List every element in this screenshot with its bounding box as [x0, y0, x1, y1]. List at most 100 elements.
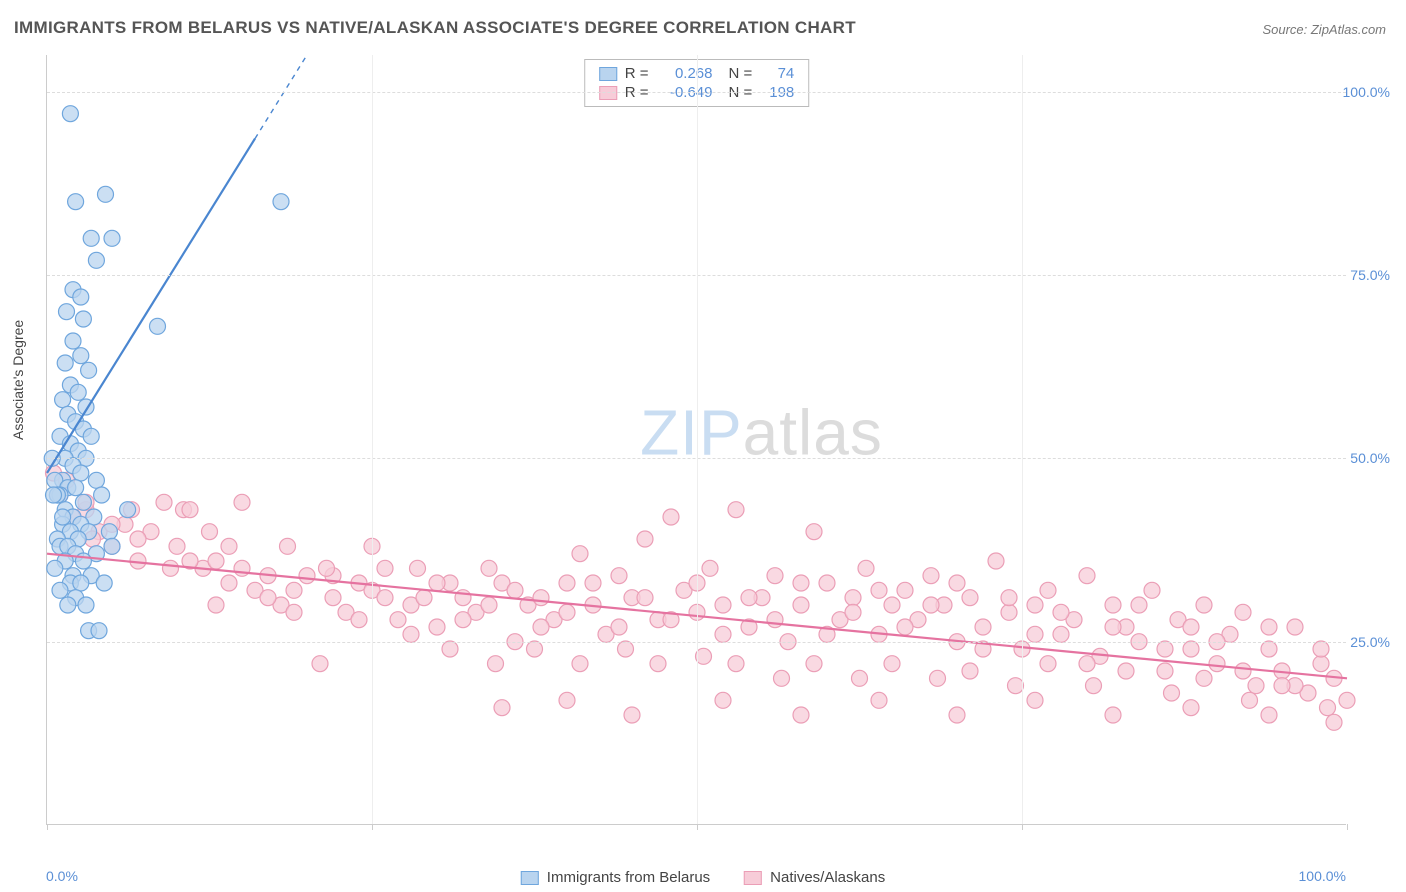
y-axis-label: Associate's Degree [10, 320, 26, 440]
scatter-point [715, 692, 731, 708]
scatter-point [325, 590, 341, 606]
scatter-point [163, 560, 179, 576]
scatter-point [55, 509, 71, 525]
scatter-point [637, 590, 653, 606]
scatter-point [618, 641, 634, 657]
scatter-point [533, 590, 549, 606]
scatter-point [1235, 604, 1251, 620]
scatter-point [715, 597, 731, 613]
scatter-point [819, 575, 835, 591]
scatter-point [156, 494, 172, 510]
y-tick-label: 25.0% [1350, 634, 1390, 650]
scatter-point [858, 560, 874, 576]
scatter-point [442, 641, 458, 657]
scatter-point [299, 568, 315, 584]
scatter-point [1157, 663, 1173, 679]
scatter-point [410, 560, 426, 576]
scatter-point [351, 612, 367, 628]
scatter-point [280, 538, 296, 554]
scatter-point [611, 568, 627, 584]
scatter-point [975, 619, 991, 635]
source-attribution: Source: ZipAtlas.com [1262, 22, 1386, 37]
scatter-point [663, 509, 679, 525]
scatter-point [319, 560, 335, 576]
scatter-point [1001, 604, 1017, 620]
scatter-point [1209, 656, 1225, 672]
scatter-point [52, 582, 68, 598]
scatter-point [1027, 692, 1043, 708]
scatter-point [101, 524, 117, 540]
scatter-point [260, 590, 276, 606]
scatter-point [1105, 707, 1121, 723]
scatter-point [1235, 663, 1251, 679]
scatter-point [130, 531, 146, 547]
scatter-point [585, 575, 601, 591]
scatter-point [78, 597, 94, 613]
scatter-point [57, 355, 73, 371]
scatter-point [96, 575, 112, 591]
scatter-point [949, 575, 965, 591]
scatter-point [273, 194, 289, 210]
scatter-point [806, 524, 822, 540]
scatter-point [559, 604, 575, 620]
x-tick-mark [1347, 824, 1348, 830]
scatter-point [1313, 656, 1329, 672]
scatter-point [1144, 582, 1160, 598]
scatter-point [1053, 626, 1069, 642]
series-legend-blue: Immigrants from Belarus [521, 869, 710, 886]
trend-line-dashed [255, 55, 307, 139]
scatter-point [923, 568, 939, 584]
scatter-point [120, 502, 136, 518]
scatter-point [884, 597, 900, 613]
scatter-point [104, 230, 120, 246]
scatter-point [377, 590, 393, 606]
scatter-point [208, 597, 224, 613]
scatter-point [234, 494, 250, 510]
x-tick-mark [47, 824, 48, 830]
scatter-point [1157, 641, 1173, 657]
legend-swatch-pink-icon [744, 871, 762, 885]
scatter-point [1079, 656, 1095, 672]
scatter-point [572, 656, 588, 672]
scatter-point [1053, 604, 1069, 620]
scatter-point [923, 597, 939, 613]
scatter-point [1261, 707, 1277, 723]
scatter-point [1105, 619, 1121, 635]
scatter-point [871, 692, 887, 708]
legend-n-label: N = [729, 65, 753, 82]
scatter-point [1261, 641, 1277, 657]
scatter-point [637, 531, 653, 547]
scatter-point [1027, 597, 1043, 613]
scatter-point [767, 568, 783, 584]
scatter-point [949, 707, 965, 723]
scatter-point [962, 590, 978, 606]
scatter-point [871, 582, 887, 598]
series-legend: Immigrants from Belarus Natives/Alaskans [521, 869, 885, 886]
legend-n-value-blue: 74 [760, 65, 794, 82]
scatter-point [68, 480, 84, 496]
scatter-point [533, 619, 549, 635]
scatter-point [897, 582, 913, 598]
scatter-point [182, 502, 198, 518]
scatter-point [1313, 641, 1329, 657]
scatter-point [488, 656, 504, 672]
scatter-point [403, 626, 419, 642]
scatter-point [221, 575, 237, 591]
scatter-point [793, 575, 809, 591]
scatter-point [1287, 619, 1303, 635]
scatter-point [169, 538, 185, 554]
scatter-point [988, 553, 1004, 569]
scatter-point [1183, 700, 1199, 716]
scatter-point [208, 553, 224, 569]
scatter-point [75, 494, 91, 510]
scatter-point [793, 597, 809, 613]
scatter-point [88, 472, 104, 488]
gridline-v [1022, 55, 1023, 824]
scatter-point [559, 575, 575, 591]
scatter-point [1027, 626, 1043, 642]
scatter-point [1196, 670, 1212, 686]
scatter-point [286, 582, 302, 598]
scatter-point [62, 106, 78, 122]
scatter-point [455, 612, 471, 628]
scatter-point [702, 560, 718, 576]
